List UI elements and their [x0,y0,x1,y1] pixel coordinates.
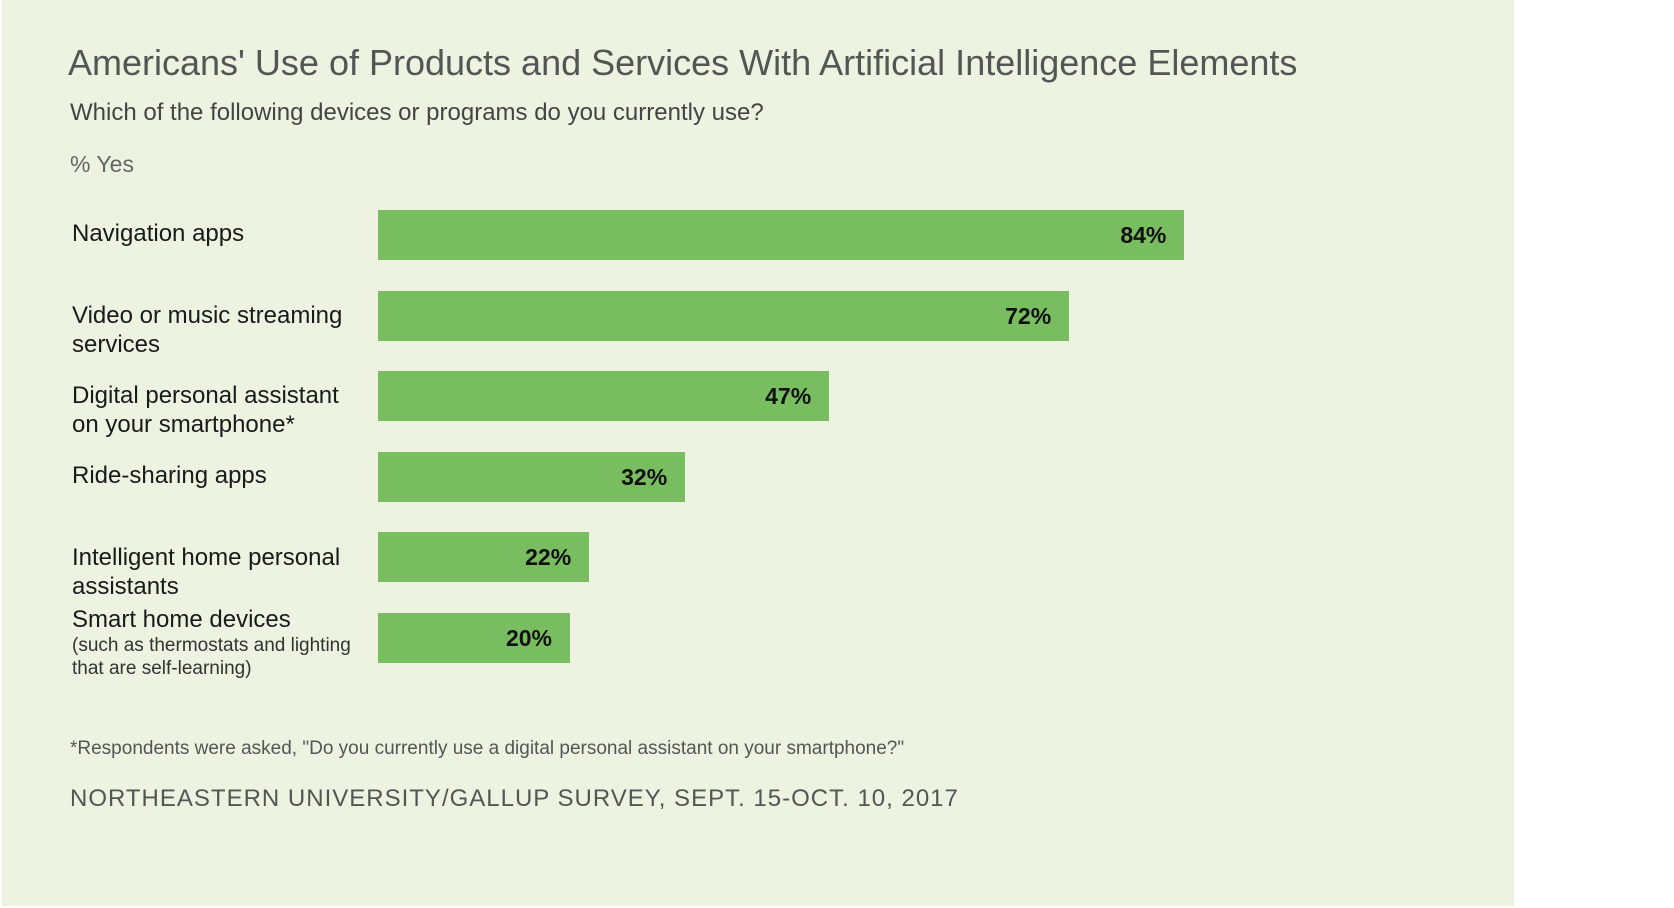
bar-value-label: 22% [525,544,572,571]
category-label-text: Video or music streaming services [72,302,343,358]
bar: 22% [378,532,590,583]
footnote: *Respondents were asked, "Do you current… [70,738,905,759]
chart-subtitle: Which of the following devices or progra… [70,99,764,126]
source-note: NORTHEASTERN UNIVERSITY/GALLUP SURVEY, S… [70,785,959,812]
category-label-text: Smart home devices [72,606,291,633]
category-label-text: Navigation apps [72,220,245,247]
category-label-text: Ride-sharing apps [72,462,267,489]
bar-value-label: 84% [1120,222,1167,248]
category-label: Navigation apps [72,219,372,248]
bar: 72% [378,290,1070,341]
category-label: Smart home devices (such as thermostats a… [72,605,372,680]
category-label-text: Intelligent home personal assistants [72,544,341,600]
category-note: (such as thermostats and lighting that a… [72,635,351,679]
category-label-text: Digital personal assistant on your smart… [72,382,339,438]
chart-panel: Americans' Use of Products and Services … [2,0,1514,906]
bar-value-label: 72% [1005,302,1052,329]
bar-value-label: 20% [505,625,552,651]
bar-value-label: 47% [765,383,812,410]
category-label: Digital personal assistant on your smart… [72,381,372,439]
bar: 47% [378,371,830,422]
bar: 20% [378,613,570,663]
bar: 32% [378,451,686,502]
unit-label: % Yes [70,151,134,177]
bar: 84% [378,210,1185,260]
category-label: Video or music streaming services [72,301,372,359]
category-label: Ride-sharing apps [72,461,372,490]
bar-value-label: 32% [621,463,668,490]
category-label: Intelligent home personal assistants [72,543,372,601]
chart-title: Americans' Use of Products and Services … [68,42,1298,83]
